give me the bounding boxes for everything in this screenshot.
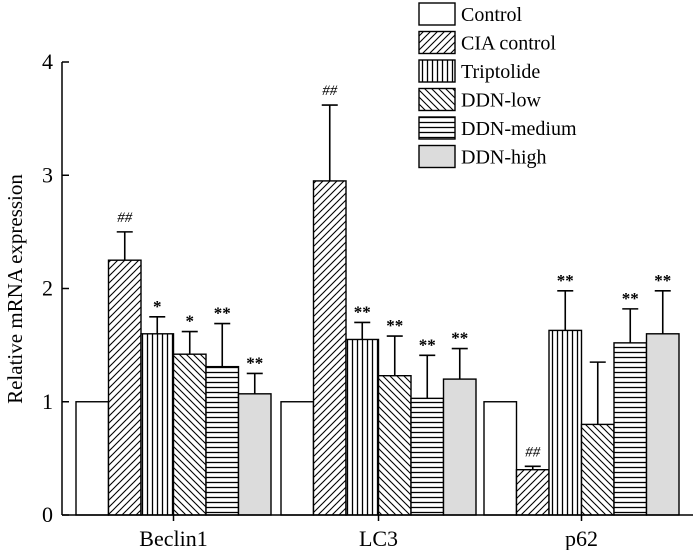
significance-label: ** [386, 316, 403, 335]
significance-label: ** [654, 271, 671, 290]
bar-p62-ddn-high [645, 333, 680, 516]
significance-label: ** [622, 289, 639, 308]
y-tick-label: 1 [42, 389, 53, 414]
legend-swatch-cia-control [418, 30, 456, 55]
bars-layer [75, 180, 680, 516]
y-tick-label: 4 [42, 49, 53, 74]
significance-label: ** [557, 271, 574, 290]
significance-label: ** [451, 329, 468, 348]
bar-beclin1-cia-control [107, 259, 142, 516]
bar-p62-control [483, 401, 518, 516]
y-axis-label: Relative mRNA expression [3, 174, 27, 404]
legend-swatch-triptolide [418, 59, 456, 83]
annotations-layer: ##** ****##****** **##****** [117, 83, 671, 460]
bar-beclin1-ddn-low [172, 353, 207, 516]
y-ticks-layer: 0 1 2 3 4 [42, 49, 69, 527]
x-category-labels: Beclin1 LC3 p62 [139, 515, 598, 550]
significance-label: ## [322, 83, 338, 99]
x-tick-label: Beclin1 [139, 526, 207, 550]
error-bars-layer [116, 104, 671, 470]
significance-label: * [186, 312, 195, 331]
legend-label: Control [461, 4, 523, 26]
bar-p62-ddn-low [580, 423, 615, 516]
significance-label: ** [246, 353, 263, 372]
y-tick-label: 2 [42, 276, 53, 301]
legend-swatch-control [418, 2, 456, 26]
bar-lc3-ddn-medium [410, 397, 445, 516]
x-tick-label: p62 [565, 526, 598, 550]
bar-p62-cia-control [515, 469, 550, 516]
bar-p62-ddn-medium [613, 342, 648, 516]
significance-label: ## [117, 210, 133, 226]
bar-lc3-control [280, 401, 315, 516]
significance-label: ** [214, 304, 231, 323]
significance-label: * [153, 297, 162, 316]
significance-label: ## [525, 444, 541, 460]
legend-swatch-ddn-medium [418, 116, 456, 140]
bar-lc3-ddn-high [442, 378, 477, 516]
y-tick-label: 3 [42, 162, 53, 187]
legend-label: CIA control [461, 33, 556, 55]
legend-label: DDN-low [461, 90, 542, 112]
legend-label: DDN-medium [461, 118, 577, 140]
legend: Control CIA control Triptolide DDN-low DDN-m… [418, 2, 577, 169]
bar-p62-triptolide [548, 329, 583, 516]
legend-swatch-ddn-low [418, 87, 456, 112]
y-tick-label: 0 [42, 502, 53, 527]
significance-label: ** [419, 335, 436, 354]
bar-lc3-cia-control [312, 180, 347, 516]
bar-lc3-triptolide [345, 338, 380, 516]
legend-label: Triptolide [461, 61, 540, 83]
bar-beclin1-triptolide [140, 333, 175, 516]
bar-beclin1-ddn-high [237, 393, 272, 516]
legend-label: DDN-high [461, 147, 547, 169]
bar-beclin1-ddn-medium [205, 365, 240, 516]
x-tick-label: LC3 [359, 526, 398, 550]
legend-swatch-ddn-high [418, 144, 456, 169]
bar-beclin1-control [75, 401, 110, 516]
bar-lc3-ddn-low [377, 375, 412, 516]
significance-label: ** [354, 302, 371, 321]
